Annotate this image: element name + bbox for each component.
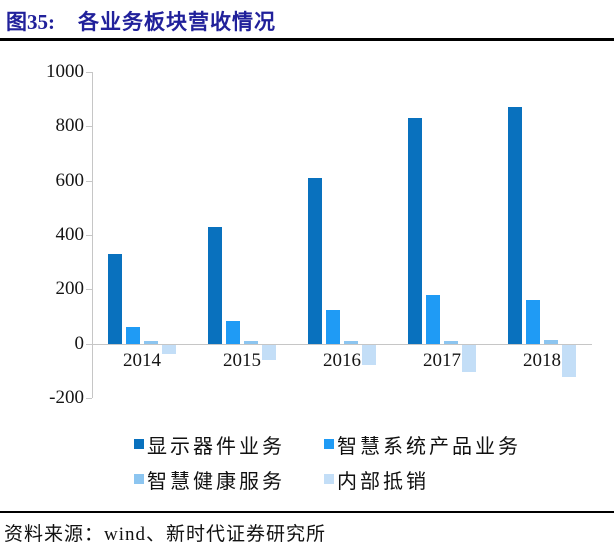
bar-智慧系统产品业务-2016 — [326, 309, 340, 344]
legend-marker-smart-systems — [324, 439, 334, 449]
legend-marker-display-devices — [134, 439, 144, 449]
bar-显示器件业务-2017 — [408, 118, 422, 344]
bar-智慧健康服务-2015 — [244, 340, 258, 344]
bar-智慧健康服务-2014 — [144, 340, 158, 344]
bar-智慧健康服务-2018 — [544, 340, 558, 344]
y-axis-tick — [86, 72, 92, 73]
bar-智慧系统产品业务-2018 — [526, 300, 540, 344]
bar-内部抵销-2014 — [162, 344, 176, 355]
x-axis-label-2017: 2017 — [423, 349, 461, 371]
bar-内部抵销-2017 — [462, 344, 476, 372]
y-axis-tick — [86, 235, 92, 236]
x-axis-label-2016: 2016 — [323, 349, 361, 371]
y-axis-tick — [86, 289, 92, 291]
y-axis-tick — [86, 180, 92, 182]
y-axis-line — [92, 72, 93, 398]
title-divider — [0, 38, 614, 41]
legend-label-smart-systems: 智慧系统产品业务 — [337, 435, 521, 458]
bar-智慧健康服务-2017 — [444, 340, 458, 344]
figure-title: 图35: 各业务板块营收情况 — [6, 6, 606, 36]
bar-智慧系统产品业务-2014 — [126, 327, 140, 344]
legend-marker-internal-elimination — [324, 474, 334, 484]
y-axis-tick-label: 200 — [55, 278, 85, 300]
legend-item-smart-health: 智慧健康服务 — [134, 469, 285, 493]
bar-显示器件业务-2016 — [308, 177, 322, 344]
legend-label-internal-elimination: 内部抵销 — [337, 470, 429, 493]
x-axis-label-2015: 2015 — [223, 349, 261, 371]
footer-divider — [0, 511, 614, 513]
bar-内部抵销-2018 — [562, 344, 576, 377]
y-axis-tick — [86, 398, 92, 399]
y-axis-tick — [86, 126, 92, 128]
bar-智慧系统产品业务-2017 — [426, 294, 440, 344]
y-axis-tick-label: 400 — [55, 224, 85, 245]
legend-item-smart-systems: 智慧系统产品业务 — [324, 434, 521, 458]
legend-item-display-devices: 显示器件业务 — [134, 434, 285, 458]
bar-智慧系统产品业务-2015 — [226, 320, 240, 344]
source-text: 资料来源：wind、新时代证券研究所 — [4, 524, 327, 545]
y-axis-tick-label: 800 — [55, 115, 85, 137]
legend-marker-smart-health — [134, 474, 144, 484]
y-axis-tick-label: -200 — [49, 387, 84, 408]
bar-显示器件业务-2015 — [208, 226, 222, 344]
source-line: 资料来源：wind、新时代证券研究所 — [4, 519, 604, 546]
legend-label-display-devices: 显示器件业务 — [147, 435, 285, 458]
y-axis-tick-label: 1000 — [46, 61, 84, 82]
figure-title-text: 各业务板块营收情况 — [78, 10, 276, 34]
x-axis-label-2014: 2014 — [123, 349, 161, 371]
figure-number: 图35: — [6, 10, 55, 34]
x-axis-label-2018: 2018 — [523, 349, 561, 371]
legend-label-smart-health: 智慧健康服务 — [147, 470, 285, 493]
bar-内部抵销-2016 — [362, 344, 376, 365]
x-axis-line — [92, 343, 592, 345]
bar-显示器件业务-2014 — [108, 254, 122, 344]
bar-智慧健康服务-2016 — [344, 341, 358, 344]
legend-item-internal-elimination: 内部抵销 — [324, 469, 429, 493]
y-axis-tick — [86, 343, 92, 345]
y-axis-tick-label: 0 — [74, 332, 85, 354]
bar-显示器件业务-2018 — [508, 107, 522, 344]
plot-area: 2014 2015 2016 2017 2018 — [86, 72, 592, 399]
bar-内部抵销-2015 — [262, 344, 276, 361]
y-axis-tick-label: 600 — [55, 169, 85, 191]
